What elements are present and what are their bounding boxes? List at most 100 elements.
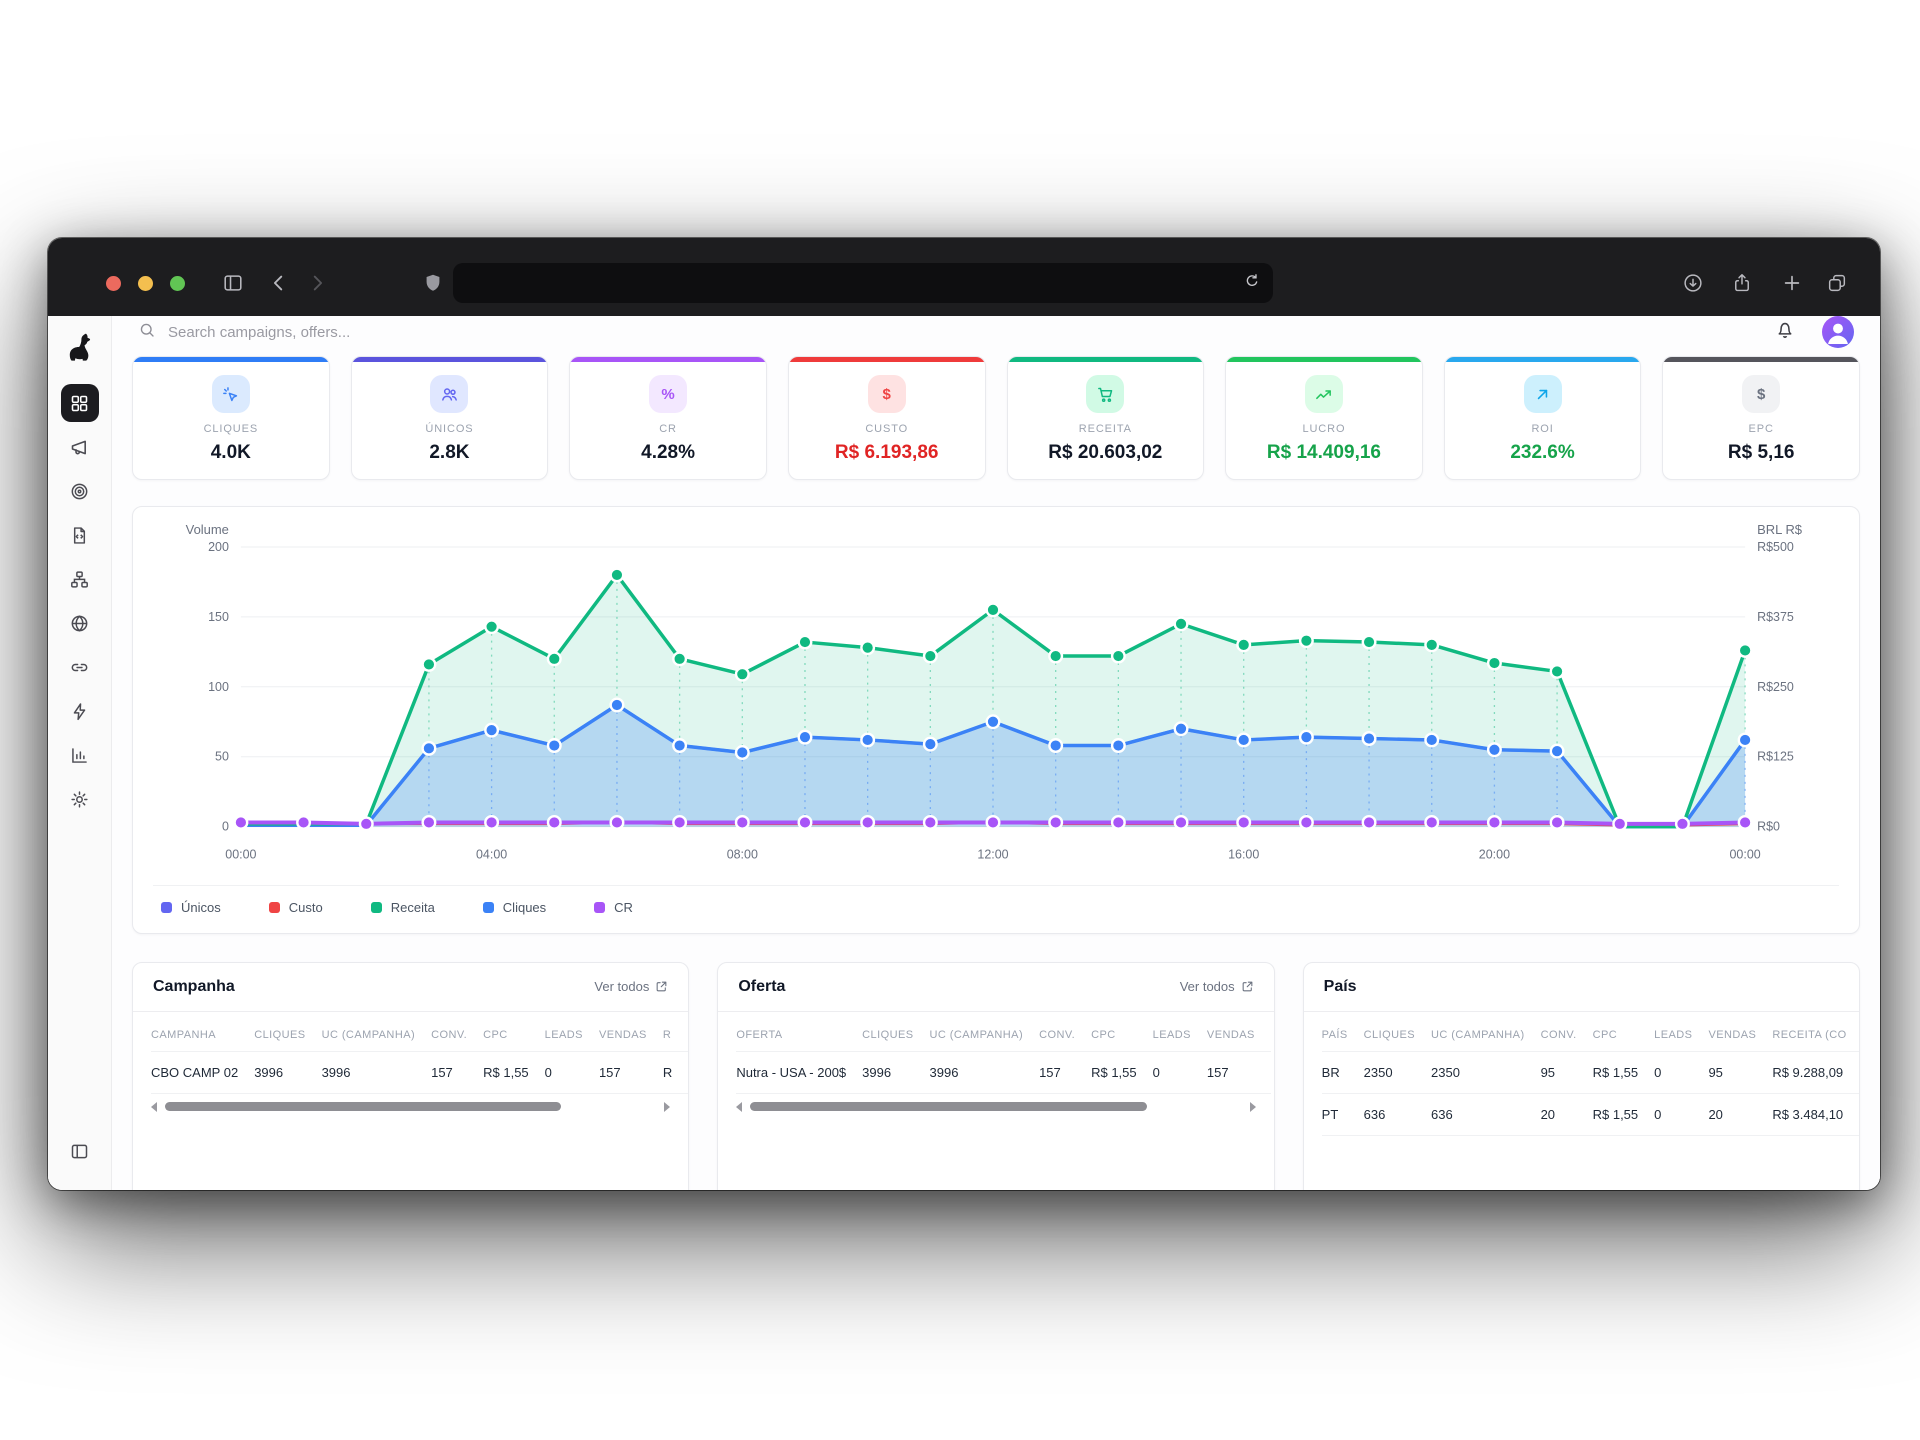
- kpi-value: R$ 6.193,86: [834, 442, 939, 463]
- user-avatar[interactable]: [1822, 316, 1854, 348]
- scroll-right-arrow[interactable]: [664, 1101, 671, 1112]
- kpi-accent-bar: [1007, 357, 1204, 362]
- external-link-icon: [656, 981, 667, 992]
- kpi-accent-bar: [788, 357, 985, 362]
- scroll-thumb[interactable]: [750, 1102, 1147, 1112]
- column-header: CONV.: [431, 1013, 484, 1052]
- kpi-label: EPC: [1748, 423, 1774, 435]
- campanha-ver-todos-link[interactable]: Ver todos: [594, 979, 668, 994]
- column-header: UC (CAMPANHA): [321, 1013, 432, 1052]
- scroll-thumb[interactable]: [165, 1102, 562, 1112]
- close-button[interactable]: [106, 276, 121, 291]
- sidebar-item-domains[interactable]: [61, 604, 99, 642]
- external-link-icon: [1242, 981, 1253, 992]
- oferta-title: Oferta: [738, 977, 786, 995]
- column-header: VENDAS: [598, 1013, 663, 1052]
- svg-text:R$375: R$375: [1757, 610, 1794, 624]
- kpi-label: CUSTO: [865, 423, 909, 435]
- svg-text:Volume: Volume: [186, 522, 229, 537]
- kpi-value: 2.8K: [429, 442, 470, 463]
- cart-icon: [1086, 375, 1125, 413]
- search-icon: [138, 321, 156, 344]
- kpi-grid: CLIQUES 4.0K ÚNICOS 2.8K % CR 4.28% $ CU…: [132, 356, 1860, 480]
- scroll-right-arrow[interactable]: [1249, 1101, 1256, 1112]
- svg-text:00:00: 00:00: [1730, 848, 1761, 862]
- kpi-accent-bar: [1444, 357, 1641, 362]
- campanha-hscrollbar[interactable]: [151, 1101, 671, 1113]
- svg-text:08:00: 08:00: [727, 848, 758, 862]
- scroll-left-arrow[interactable]: [736, 1101, 743, 1112]
- tab-overview-icon[interactable]: [1824, 270, 1850, 296]
- column-header: CLIQUES: [862, 1013, 930, 1052]
- sidebar-collapse-icon[interactable]: [61, 1132, 99, 1170]
- forward-button[interactable]: [304, 270, 330, 296]
- kpi-label: ÚNICOS: [425, 423, 474, 435]
- share-icon[interactable]: [1729, 270, 1755, 296]
- sidebar-item-landers[interactable]: [61, 516, 99, 554]
- column-header: CPC: [483, 1013, 545, 1052]
- column-header: PAÍS: [1321, 1013, 1364, 1052]
- kpi-value: R$ 5,16: [1727, 442, 1795, 463]
- sidebar-item-flows[interactable]: [61, 560, 99, 598]
- sidebar-item-reports[interactable]: [61, 736, 99, 774]
- svg-text:0: 0: [222, 820, 229, 834]
- svg-text:50: 50: [215, 750, 229, 764]
- svg-text:R$0: R$0: [1757, 820, 1780, 834]
- dog-logo[interactable]: [63, 330, 97, 366]
- column-header: CPC: [1091, 1013, 1153, 1052]
- pais-table: PAÍS CLIQUES UC (CAMPANHA) CONV. CPC LEADS VEN…: [1321, 1013, 1859, 1136]
- table-row: Nutra - USA - 200$ 3996 3996 157 R$ 1,55 0 157: [736, 1051, 1271, 1094]
- legend-swatch: [482, 901, 494, 913]
- zoom-button[interactable]: [170, 276, 185, 291]
- column-header: CLIQUES: [1363, 1013, 1432, 1052]
- download-icon[interactable]: [1680, 270, 1706, 296]
- kpi-label: LUCRO: [1302, 423, 1346, 435]
- column-header: CAMPANHA: [151, 1013, 255, 1052]
- performance-chart-card: 0 R$0 50 R$125 100 R$250 150 R$375 200 R$500 Volum…: [132, 506, 1860, 934]
- legend-swatch: [161, 901, 172, 913]
- sidebar-item-dashboard[interactable]: [60, 384, 99, 422]
- sidebar-item-links[interactable]: [61, 648, 99, 686]
- topbar: Search campaigns, offers...: [112, 316, 1880, 348]
- oferta-ver-todos-link[interactable]: Ver todos: [1180, 979, 1254, 994]
- sidebar-item-automation[interactable]: [61, 692, 99, 730]
- kpi-accent-bar: [351, 357, 548, 362]
- legend-item-cliques[interactable]: Cliques: [482, 900, 546, 915]
- shield-icon[interactable]: [420, 270, 446, 296]
- table-row: BR 2350 2350 95 R$ 1,55 0 95 R$ 9.288,09: [1321, 1051, 1859, 1094]
- back-button[interactable]: [266, 270, 292, 296]
- browser-window: Search campaigns, offers... CLIQUES 4.0K: [48, 238, 1880, 1190]
- reload-icon[interactable]: [1243, 272, 1261, 295]
- sidebar-item-settings[interactable]: [61, 780, 99, 818]
- column-header: RECEITA (CO: [1772, 1013, 1859, 1052]
- notifications-bell-icon[interactable]: [1774, 319, 1796, 346]
- new-tab-icon[interactable]: [1779, 270, 1805, 296]
- legend-item-cr[interactable]: CR: [594, 900, 633, 915]
- search-placeholder: Search campaigns, offers...: [168, 323, 351, 341]
- campanha-title: Campanha: [153, 977, 235, 995]
- oferta-card: Oferta Ver todos OFERTA CLIQUES UC (CAMPAN…: [717, 961, 1275, 1190]
- legend-item-unicos[interactable]: Únicos: [161, 900, 221, 915]
- legend-item-custo[interactable]: Custo: [268, 900, 323, 915]
- scroll-left-arrow[interactable]: [151, 1101, 157, 1112]
- sidebar-item-offers[interactable]: [61, 472, 99, 510]
- oferta-hscrollbar[interactable]: [736, 1101, 1256, 1113]
- browser-titlebar: [48, 238, 1880, 316]
- minimize-button[interactable]: [138, 276, 153, 291]
- percent-icon: %: [649, 375, 688, 413]
- address-bar[interactable]: [453, 263, 1273, 303]
- svg-text:R$125: R$125: [1757, 750, 1794, 764]
- table-row: CBO CAMP 02 3996 3996 157 R$ 1,55 0 157 R: [151, 1051, 689, 1094]
- svg-text:00:00: 00:00: [225, 848, 256, 862]
- kpi-value: 232.6%: [1510, 442, 1575, 463]
- sidebar-item-campaigns[interactable]: [61, 428, 99, 466]
- column-header: OFERTA: [736, 1013, 863, 1052]
- legend-item-receita[interactable]: Receita: [370, 900, 435, 915]
- search-input[interactable]: Search campaigns, offers...: [138, 321, 1762, 344]
- kpi-value: R$ 20.603,02: [1048, 442, 1163, 463]
- column-header: LEADS: [1654, 1013, 1709, 1052]
- trend-up-icon: [1304, 375, 1343, 413]
- sidebar-toggle-icon[interactable]: [220, 270, 246, 296]
- svg-text:R$250: R$250: [1757, 680, 1794, 694]
- pais-title: País: [1323, 977, 1357, 995]
